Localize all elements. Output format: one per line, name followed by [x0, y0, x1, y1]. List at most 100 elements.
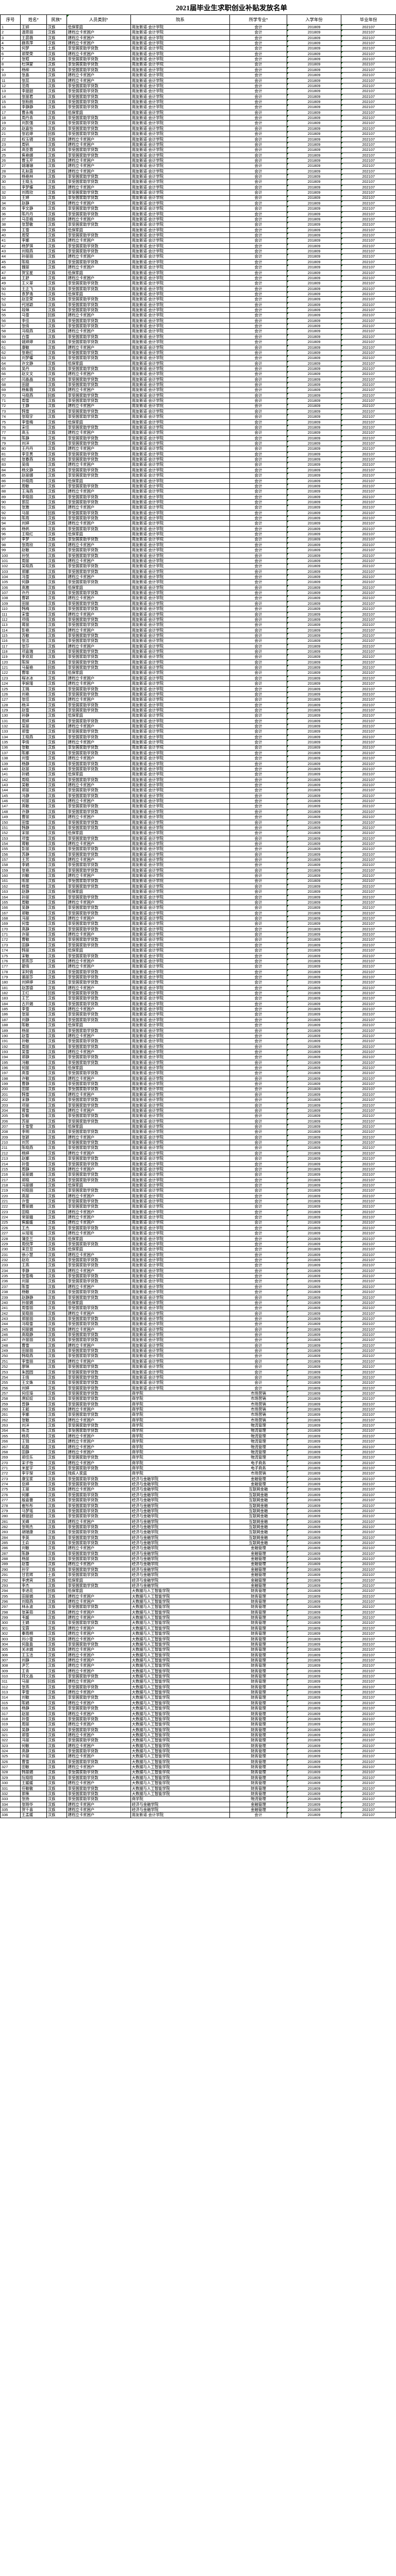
cell-ethnicity: 汉族: [46, 974, 67, 980]
cell-enrollment-year: 201809: [286, 697, 342, 703]
cell-department: 用友新道·会计学院: [130, 1337, 230, 1343]
cell-index: 149: [0, 814, 21, 820]
cell-enrollment-year: 201809: [286, 238, 342, 244]
cell-category: 建档立卡贫困户: [66, 1518, 131, 1525]
table-row: 126 刘艳 汉族 享受国家助学贷款 用友新道·会计学院 会计 201809 202107: [0, 691, 396, 698]
cell-category: 建档立卡贫困户: [66, 1812, 131, 1818]
cell-name: 田丽娟: [20, 1593, 47, 1600]
cell-department: 用友新道·会计学院: [130, 376, 230, 383]
cell-name: 刘小雪: [20, 1636, 47, 1642]
cell-major: 会计: [229, 520, 287, 527]
cell-department: 用友新道·会计学院: [130, 878, 230, 884]
cell-graduation-year: 202107: [341, 750, 396, 756]
cell-graduation-year: 202107: [341, 424, 396, 431]
cell-department: 经济与金融学院: [130, 1801, 230, 1808]
cell-index: 208: [0, 1129, 21, 1135]
table-row: 305 关冰娟 汉族 建档立卡贫困户 大数据与人工智能学院 财务管理 201809 20210…: [0, 1647, 396, 1653]
cell-category: 享受国家助学贷款: [66, 728, 131, 735]
cell-major: 会计: [229, 1812, 287, 1818]
cell-graduation-year: 202107: [341, 1518, 396, 1525]
cell-major: 会计: [229, 1326, 287, 1333]
cell-department: 用友新道·会计学院: [130, 1011, 230, 1018]
cell-department: 经济与金融学院: [130, 1807, 230, 1813]
cell-major: 会计: [229, 814, 287, 820]
cell-index: 303: [0, 1636, 21, 1642]
cell-index: 57: [0, 323, 21, 329]
table-row: 7 张暄 汉族 享受国家助学贷款 用友新道·会计学院 会计 201809 202107: [0, 56, 396, 62]
cell-graduation-year: 202107: [341, 526, 396, 532]
cell-index: 299: [0, 1615, 21, 1621]
cell-category: 建档立卡贫困户: [66, 253, 131, 260]
cell-category: 享受国家助学贷款: [66, 1332, 131, 1338]
table-row: 116 张洁 汉族 享受国家助学贷款 用友新道·会计学院 会计 201809 202107: [0, 638, 396, 644]
table-row: 132 吴丽 汉族 建档立卡贫困户 用友新道·会计学院 会计 201809 202107: [0, 723, 396, 730]
cell-enrollment-year: 201809: [286, 1326, 342, 1333]
cell-ethnicity: 汉族: [46, 905, 67, 911]
cell-major: 会计: [229, 1374, 287, 1381]
cell-category: 建档立卡贫困户: [66, 157, 131, 164]
cell-name: 王锦: [20, 1438, 47, 1445]
cell-category: 享受国家助学贷款: [66, 147, 131, 153]
cell-major: 会计: [229, 179, 287, 185]
table-row: 264 陈浩 汉族 享受国家助学贷款 商学院 物流管理 201809 202107: [0, 1428, 396, 1434]
cell-index: 204: [0, 1107, 21, 1114]
cell-category: 享受国家助学贷款: [66, 440, 131, 447]
cell-ethnicity: 汉族: [46, 1609, 67, 1616]
cell-index: 172: [0, 937, 21, 943]
cell-category: 建档立卡贫困户: [66, 1230, 131, 1236]
cell-graduation-year: 202107: [341, 61, 396, 67]
cell-index: 310: [0, 1673, 21, 1680]
cell-department: 用友新道·会计学院: [130, 840, 230, 847]
cell-graduation-year: 202107: [341, 1156, 396, 1162]
cell-department: 大数据与人工智能学院: [130, 1636, 230, 1642]
cell-enrollment-year: 201809: [286, 584, 342, 591]
cell-major: 会计: [229, 1193, 287, 1199]
cell-name: 韩静: [20, 824, 47, 831]
cell-department: 用友新道·会计学院: [130, 536, 230, 543]
cell-major: 会计: [229, 1102, 287, 1108]
cell-enrollment-year: 201809: [286, 1246, 342, 1252]
cell-ethnicity: 汉族: [46, 125, 67, 132]
cell-enrollment-year: 201809: [286, 510, 342, 516]
cell-name: 王晓红: [20, 531, 47, 537]
cell-index: 247: [0, 1337, 21, 1343]
cell-department: 大数据与人工智能学院: [130, 1684, 230, 1690]
cell-department: 用友新道·会计学院: [130, 1353, 230, 1359]
table-row: 145 冯静 汉族 享受国家助学贷款 用友新道·会计学院 会计 201809 202107: [0, 792, 396, 799]
cell-name: 王妍: [20, 24, 47, 30]
cell-ethnicity: 汉族: [46, 1481, 67, 1487]
cell-index: 233: [0, 1262, 21, 1268]
cell-enrollment-year: 201809: [286, 1529, 342, 1535]
cell-name: 林永波: [20, 1604, 47, 1610]
cell-category: 享受国家助学贷款: [66, 649, 131, 655]
cell-enrollment-year: 201809: [286, 979, 342, 986]
cell-index: 209: [0, 1134, 21, 1141]
cell-graduation-year: 202107: [341, 333, 396, 340]
table-row: 175 宋敏 汉族 享受国家助学贷款 用友新道·会计学院 会计 201809 202107: [0, 953, 396, 959]
cell-major: 财务管理: [229, 1689, 287, 1696]
cell-graduation-year: 202107: [341, 408, 396, 415]
cell-name: 常丽娥: [20, 1214, 47, 1221]
cell-enrollment-year: 201809: [286, 1289, 342, 1295]
cell-ethnicity: 汉族: [46, 1470, 67, 1477]
cell-category: 享受国家助学贷款: [66, 211, 131, 217]
cell-name: 陈浩: [20, 1428, 47, 1434]
cell-category: 享受国家助学贷款: [66, 1540, 131, 1546]
cell-major: 会计: [229, 659, 287, 666]
cell-major: 市场营销: [229, 1470, 287, 1477]
cell-major: 市场营销: [229, 1401, 287, 1408]
cell-enrollment-year: 201809: [286, 931, 342, 938]
cell-category: 享受国家助学贷款: [66, 1412, 131, 1418]
cell-enrollment-year: 201809: [286, 120, 342, 126]
cell-major: 市场营销: [229, 1406, 287, 1413]
cell-category: 享受国家助学贷款: [66, 1758, 131, 1765]
cell-enrollment-year: 201809: [286, 1422, 342, 1429]
table-row: 204 蒋雪 汉族 建档立卡贫困户 用友新道·会计学院 会计 201809 202107: [0, 1107, 396, 1114]
cell-major: 财务管理: [229, 1785, 287, 1791]
cell-name: 周婷: [20, 718, 47, 724]
cell-category: 享受国家助学贷款: [66, 349, 131, 356]
cell-ethnicity: 汉族: [46, 1764, 67, 1770]
cell-ethnicity: 汉族: [46, 1716, 67, 1722]
cell-major: 会计: [229, 403, 287, 409]
cell-major: 会计: [229, 333, 287, 340]
